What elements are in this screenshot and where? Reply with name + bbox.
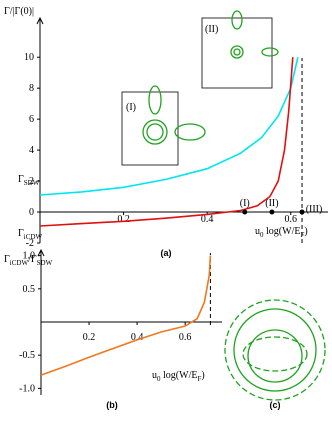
label-part: )	[201, 370, 204, 381]
x-tick-label: 0.4	[201, 214, 214, 225]
panel-label: (a)	[161, 248, 172, 258]
axis-arrow	[36, 16, 44, 25]
x-tick-label: 0.6	[284, 214, 297, 225]
label-part: iCDW	[24, 233, 43, 241]
label-part: W	[179, 370, 189, 381]
marker-label: (II)	[265, 198, 278, 209]
label-part: u	[255, 226, 260, 237]
y-tick-label: 0	[29, 207, 34, 218]
y-tick-label: 0.5	[23, 284, 36, 295]
y-tick-label: -1.0	[19, 383, 35, 394]
label-part: SDW	[37, 259, 53, 267]
series-line	[40, 255, 212, 376]
series-label: ΓiCDW	[18, 228, 42, 241]
inset-2	[201, 10, 279, 89]
y-tick-label: -2	[26, 238, 34, 249]
x-tick-label: 0.2	[83, 332, 96, 343]
label-part: /	[292, 226, 295, 237]
label-part: Γ	[18, 228, 24, 239]
y-tick-label: 1.0	[23, 251, 36, 262]
marker-label: (III)	[306, 204, 323, 215]
x-axis-label: u0 log(W/EF)	[255, 226, 308, 239]
marker	[242, 209, 248, 215]
panel-label: (b)	[106, 400, 118, 410]
x-tick-label: 0.6	[179, 332, 192, 343]
panel-label: (c)	[270, 400, 281, 410]
axis-arrow	[37, 248, 45, 257]
series-label: ΓSDW	[18, 174, 40, 187]
marker-label: (I)	[240, 198, 250, 209]
inset-label: (II)	[205, 24, 218, 35]
y-axis-label: ΓiCDW/ΓSDW	[4, 254, 53, 267]
label-part: Γ/|Γ(0)|	[4, 6, 34, 17]
inset-label: (I)	[126, 102, 136, 113]
marker	[269, 209, 275, 215]
marker	[299, 209, 305, 215]
x-tick-label: 0.2	[117, 214, 130, 225]
label-part: u	[152, 370, 157, 381]
label-part: SDW	[24, 179, 40, 187]
label-part: 0	[260, 231, 264, 239]
fermi-surface-diagram	[224, 299, 326, 401]
series-line	[39, 57, 294, 227]
label-part: )	[304, 226, 307, 237]
label-part: F	[300, 231, 304, 239]
label-part: log	[264, 226, 279, 237]
y-tick-label: 6	[29, 114, 34, 125]
label-part: /	[189, 370, 192, 381]
label-part: F	[197, 375, 201, 383]
label-part: W	[282, 226, 292, 237]
x-axis-label: u0 log(W/EF)	[152, 370, 205, 383]
series-line	[39, 57, 299, 196]
y-tick-label: 10	[24, 52, 34, 63]
label-part: E	[191, 370, 197, 381]
y-axis-label: Γ/|Γ(0)|	[4, 6, 34, 17]
label-part: E	[294, 226, 300, 237]
label-part: 0	[157, 375, 161, 383]
y-tick-label: -0.5	[19, 350, 35, 361]
label-part: Γ	[18, 174, 24, 185]
label-part: log	[161, 370, 176, 381]
y-tick-label: 4	[29, 145, 34, 156]
y-tick-label: 8	[29, 83, 34, 94]
y-tick-label: 2	[29, 176, 34, 187]
label-part: iCDW	[10, 259, 29, 267]
label-part: (	[279, 226, 283, 237]
label-part: (	[176, 370, 180, 381]
label-part: /Γ	[28, 254, 37, 265]
x-tick-label: 0.4	[131, 332, 144, 343]
inset-1	[121, 85, 206, 166]
label-part: Γ	[4, 254, 10, 265]
